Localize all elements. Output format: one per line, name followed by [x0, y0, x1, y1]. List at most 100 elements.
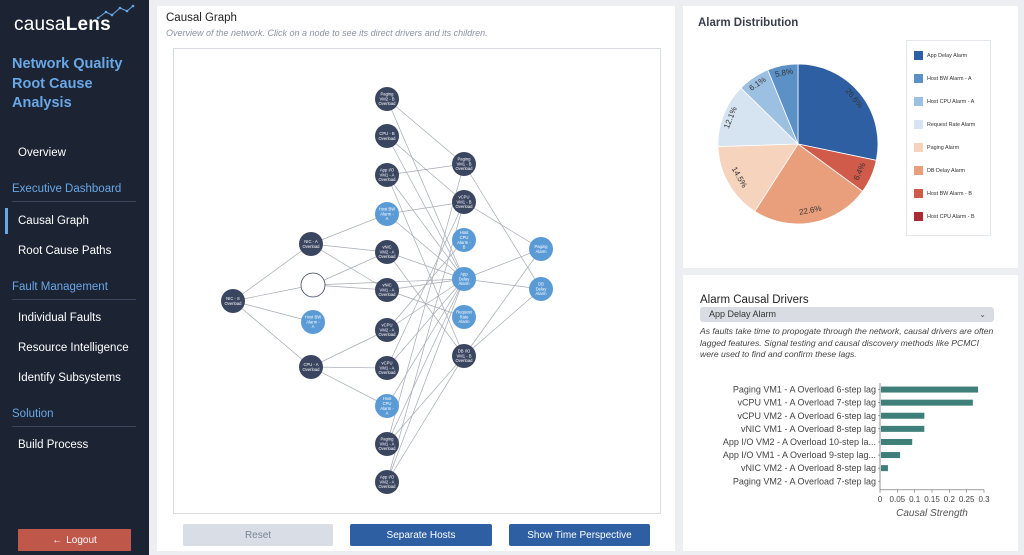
graph-edge — [386, 355, 465, 483]
pie-slice[interactable] — [717, 143, 799, 212]
nav-divider — [12, 299, 136, 300]
legend-swatch — [914, 51, 923, 60]
graph-node[interactable]: App I/O VM1 - A Overload — [375, 163, 399, 187]
bar-rects — [881, 386, 979, 472]
graph-panel-title: Causal Graph — [166, 12, 237, 24]
drivers-description: As faults take time to propogate through… — [700, 326, 994, 359]
graph-node[interactable]: vCPU VM1 - B Overload — [452, 190, 476, 214]
nav-root-cause-paths[interactable]: Root Cause Paths — [18, 245, 112, 257]
bar-category-label: Paging VM1 - A Overload 6-step lag — [733, 385, 876, 395]
bar-x-tick-label: 0.1 — [909, 495, 921, 504]
graph-node[interactable]: vNIC VM1 - B Overload — [300, 272, 326, 298]
bar-x-tick-label: 0.05 — [890, 495, 906, 504]
graph-node-label: vNIC VM1 - A Overload — [379, 283, 397, 298]
nav-section-solution: Solution — [12, 408, 54, 420]
legend-item: Host BW Alarm - A — [914, 74, 972, 83]
nav-identify-subsystems[interactable]: Identify Subsystems — [18, 372, 121, 384]
graph-edge — [310, 213, 388, 245]
graph-node[interactable]: Host BW Alarm -A — [375, 202, 399, 226]
graph-node-label: Paging VM1 - B Overload — [456, 157, 474, 172]
legend-label: App Delay Alarm — [927, 52, 968, 59]
graph-node[interactable]: NIC - S Overload — [221, 289, 245, 313]
bar-category-label: App I/O VM2 - A Overload 10-step la... — [723, 437, 876, 447]
nav-causal-graph[interactable]: Causal Graph — [18, 215, 89, 227]
graph-node[interactable]: DB I/O VM1 - B Overload — [452, 344, 476, 368]
logo-graph-icon — [96, 4, 135, 20]
nav-resource-intelligence[interactable]: Resource Intelligence — [18, 342, 129, 354]
graph-edge — [463, 248, 542, 280]
graph-node[interactable]: vNIC VM2 - A Overload — [375, 240, 399, 264]
time-perspective-button[interactable]: Show Time Perspective — [509, 524, 650, 546]
separate-hosts-button[interactable]: Separate Hosts — [350, 524, 492, 546]
causal-graph-svg[interactable]: NIC - S Overload NIC - A Overload vNIC VM1 - … — [174, 49, 662, 515]
nav-divider — [12, 426, 136, 427]
graph-node[interactable]: App Delay Alarm — [452, 267, 476, 291]
pie-slice-label: 5.8% — [774, 67, 794, 79]
graph-node-label: Host CPU Alarm -B — [457, 230, 471, 249]
graph-node-label: Paging VM2 - B Overload — [379, 92, 397, 107]
graph-edge — [386, 201, 465, 215]
graph-node-label: vCPU VM1 - A Overload — [379, 361, 397, 376]
bar-x-axis: 0 0.05 0.1 0.15 0.2 0.25 0.3 Causal Strength — [878, 383, 990, 519]
graph-edge — [463, 201, 542, 250]
graph-node[interactable]: App I/O VM2 - A Overload — [375, 470, 399, 494]
graph-node[interactable]: vCPU VM2 - A Overload — [375, 318, 399, 342]
legend-item: Request Rate Alarm — [914, 120, 975, 129]
graph-edges — [232, 98, 542, 483]
pie-slice[interactable] — [717, 87, 799, 147]
nav-build-process[interactable]: Build Process — [18, 439, 89, 451]
graph-node[interactable]: CPU - A Overload — [299, 355, 323, 379]
graph-edge — [232, 243, 312, 302]
legend-label: Host CPU Alarm - A — [927, 98, 975, 105]
nav-overview[interactable]: Overview — [18, 147, 66, 159]
graph-node[interactable]: vNIC VM1 - A Overload — [375, 278, 399, 302]
graph-node[interactable]: DB Delay Alarm — [529, 277, 553, 301]
graph-edge — [386, 98, 465, 165]
graph-node[interactable]: Request Rate Alarm — [452, 305, 476, 329]
reset-button[interactable]: Reset — [183, 524, 333, 546]
sidebar: causaLens Network Quality Root Cause Ana… — [0, 0, 149, 555]
bar-x-tick-label: 0.15 — [924, 495, 940, 504]
alarm-select-value: App Delay Alarm — [709, 309, 777, 319]
graph-edge — [386, 213, 465, 280]
pie-slice[interactable] — [797, 63, 879, 161]
alarm-pie-chart[interactable]: 26.6%6.4%22.6%14.5%12.1%6.1%5.8% — [700, 40, 900, 240]
pie-slice[interactable] — [754, 143, 864, 225]
bar — [881, 412, 925, 419]
graph-node-label: CPU - A Overload — [303, 362, 321, 372]
legend-label: Host CPU Alarm - B — [927, 213, 975, 220]
bar-category-label: vCPU VM1 - A Overload 7-step lag — [737, 398, 876, 408]
pie-slice[interactable] — [767, 63, 799, 145]
graph-edge — [232, 300, 312, 368]
graph-node[interactable]: Host CPU Alarm -A — [375, 394, 399, 418]
nav-individual-faults[interactable]: Individual Faults — [18, 312, 102, 324]
graph-edge — [386, 278, 465, 445]
causal-graph-canvas[interactable]: NIC - S Overload NIC - A Overload vNIC VM1 - … — [173, 48, 661, 514]
logo-suffix: Lens — [65, 14, 111, 35]
graph-node-label: vNIC VM1 - B Overload — [305, 278, 323, 293]
graph-edge — [463, 163, 542, 290]
alarm-select-dropdown[interactable]: App Delay Alarm ⌄ — [700, 307, 994, 322]
bar-category-label: vNIC VM1 - A Overload 8-step lag — [741, 424, 876, 434]
logout-button[interactable]: ← Logout — [18, 529, 131, 551]
graph-node-label: CPU - B Overload — [379, 131, 397, 141]
graph-node[interactable]: Host BW Alarm -A — [301, 310, 325, 334]
graph-edge — [386, 201, 465, 483]
graph-node[interactable]: CPU - B Overload — [375, 124, 399, 148]
graph-node-label: Host CPU Alarm -A — [380, 396, 394, 415]
graph-node-label: Paging VM1 - A Overload — [379, 437, 397, 452]
graph-node[interactable]: Paging Alarm — [529, 237, 553, 261]
legend-swatch — [914, 166, 923, 175]
app-title: Network Quality Root Cause Analysis — [12, 56, 123, 111]
graph-node[interactable]: Paging VM1 - B Overload — [452, 152, 476, 176]
graph-node[interactable]: vCPU VM1 - A Overload — [375, 356, 399, 380]
logo-prefix: causa — [14, 14, 66, 35]
graph-node[interactable]: Host CPU Alarm -B — [452, 228, 476, 252]
graph-node-label: Request Rate Alarm — [456, 310, 472, 325]
graph-node[interactable]: NIC - A Overload — [299, 232, 323, 256]
graph-node[interactable]: Paging VM1 - A Overload — [375, 432, 399, 456]
legend-swatch — [914, 143, 923, 152]
graph-node[interactable]: Paging VM2 - B Overload — [375, 87, 399, 111]
nav-active-indicator — [5, 208, 8, 234]
legend-item: App Delay Alarm — [914, 51, 967, 60]
